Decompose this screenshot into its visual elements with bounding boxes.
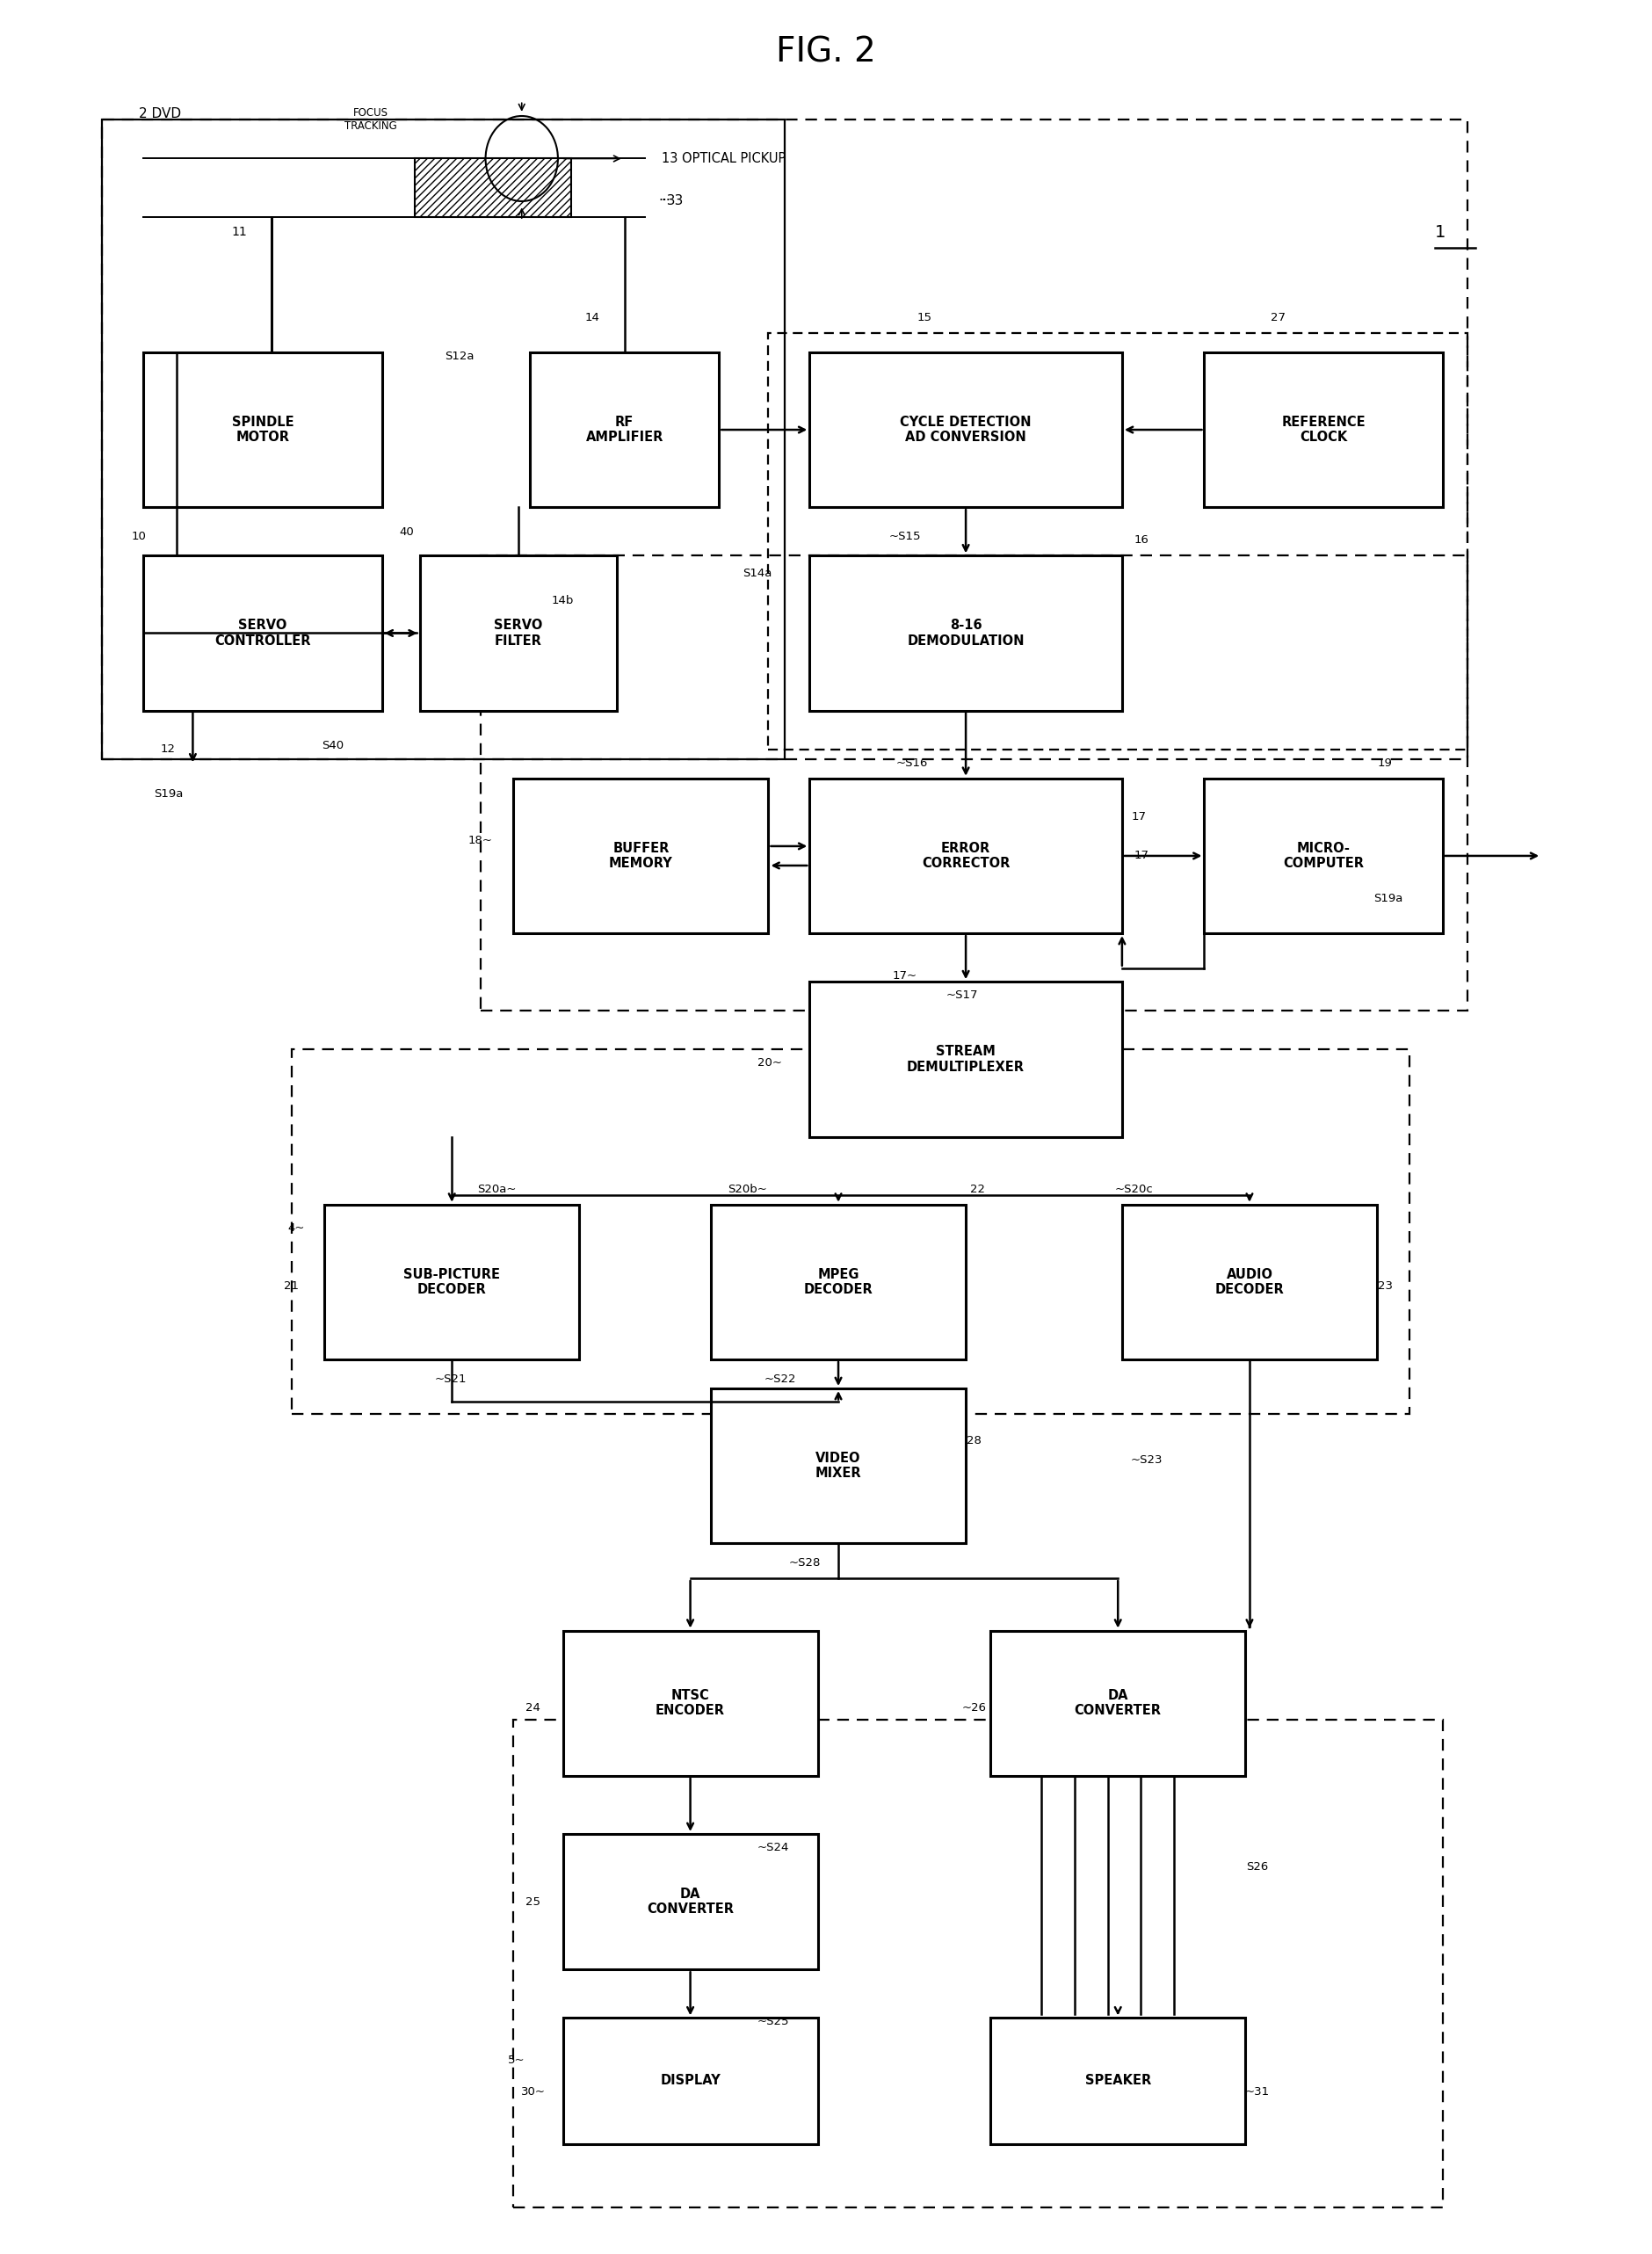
Text: 21: 21: [284, 1280, 299, 1292]
Text: ~S23: ~S23: [1130, 1454, 1163, 1465]
Text: NTSC
ENCODER: NTSC ENCODER: [656, 1688, 725, 1718]
Bar: [415, 158, 572, 216]
Text: 5~: 5~: [509, 2056, 525, 2067]
Text: 18~: 18~: [468, 834, 492, 845]
Bar: [563, 1630, 818, 1776]
Bar: [809, 557, 1122, 710]
Text: VIDEO
MIXER: VIDEO MIXER: [814, 1452, 861, 1481]
Bar: [514, 1720, 1442, 2207]
Text: 30~: 30~: [520, 2085, 545, 2096]
Text: ~S28: ~S28: [788, 1558, 821, 1569]
Bar: [324, 1204, 580, 1359]
Text: RF
AMPLIFIER: RF AMPLIFIER: [586, 415, 664, 444]
Text: ~S22: ~S22: [763, 1373, 796, 1384]
Text: DA
CONVERTER: DA CONVERTER: [1074, 1688, 1161, 1718]
Bar: [420, 557, 618, 710]
Bar: [710, 1204, 966, 1359]
Text: 14b: 14b: [552, 595, 573, 606]
Text: S19a: S19a: [154, 789, 183, 800]
Bar: [809, 778, 1122, 933]
Text: ~S16: ~S16: [895, 757, 927, 769]
Bar: [1204, 352, 1442, 507]
Bar: [991, 1630, 1246, 1776]
Bar: [102, 119, 1467, 760]
Text: ~26: ~26: [961, 1702, 986, 1713]
Text: S40: S40: [322, 739, 344, 751]
Bar: [563, 1835, 818, 1970]
Text: STREAM
DEMULTIPLEXER: STREAM DEMULTIPLEXER: [907, 1046, 1024, 1073]
Text: SPEAKER: SPEAKER: [1085, 2074, 1151, 2087]
Bar: [710, 1388, 966, 1544]
Text: ~S20c: ~S20c: [1115, 1183, 1153, 1195]
Text: ~31: ~31: [1244, 2085, 1269, 2096]
Bar: [1204, 778, 1442, 933]
Bar: [291, 1050, 1409, 1413]
Bar: [809, 352, 1122, 507]
Text: 17~: 17~: [892, 969, 917, 983]
Text: FOCUS
TRACKING: FOCUS TRACKING: [344, 108, 396, 133]
Text: 2 DVD: 2 DVD: [139, 108, 180, 122]
Text: MPEG
DECODER: MPEG DECODER: [805, 1267, 872, 1296]
Text: S12a: S12a: [444, 349, 474, 363]
Text: 14: 14: [585, 311, 600, 322]
Text: MICRO-
COMPUTER: MICRO- COMPUTER: [1284, 841, 1365, 870]
Text: DA
CONVERTER: DA CONVERTER: [648, 1887, 733, 1916]
Bar: [1122, 1204, 1378, 1359]
Text: ~S21: ~S21: [434, 1373, 468, 1384]
Text: AUDIO
DECODER: AUDIO DECODER: [1214, 1267, 1284, 1296]
Text: FIG. 2: FIG. 2: [776, 36, 876, 70]
Text: S26: S26: [1246, 1862, 1269, 1873]
Text: SPINDLE
MOTOR: SPINDLE MOTOR: [231, 415, 294, 444]
Bar: [144, 352, 382, 507]
Text: BUFFER
MEMORY: BUFFER MEMORY: [610, 841, 672, 870]
Text: S20b~: S20b~: [727, 1183, 767, 1195]
Text: ·· 3: ·· 3: [661, 194, 682, 207]
Text: DISPLAY: DISPLAY: [661, 2074, 720, 2087]
Text: 17: 17: [1135, 850, 1150, 861]
Text: ~S24: ~S24: [757, 1842, 790, 1853]
Text: 15: 15: [917, 311, 932, 322]
Text: CYCLE DETECTION
AD CONVERSION: CYCLE DETECTION AD CONVERSION: [900, 415, 1031, 444]
Bar: [768, 334, 1467, 748]
Text: 27: 27: [1270, 311, 1285, 322]
Text: 12: 12: [160, 744, 175, 755]
Bar: [481, 557, 1467, 1010]
Text: 13 OPTICAL PICKUP: 13 OPTICAL PICKUP: [661, 151, 786, 165]
Text: 24: 24: [525, 1702, 540, 1713]
Text: ERROR
CORRECTOR: ERROR CORRECTOR: [922, 841, 1009, 870]
Bar: [530, 352, 719, 507]
Bar: [514, 778, 768, 933]
Bar: [991, 2017, 1246, 2144]
Bar: [563, 2017, 818, 2144]
Text: S14a: S14a: [742, 568, 771, 579]
Text: SUB-PICTURE
DECODER: SUB-PICTURE DECODER: [403, 1267, 501, 1296]
Text: SERVO
CONTROLLER: SERVO CONTROLLER: [215, 620, 311, 647]
Bar: [809, 983, 1122, 1136]
Text: ~S25: ~S25: [757, 2015, 790, 2029]
Text: 19: 19: [1378, 757, 1393, 769]
Text: 22: 22: [970, 1183, 985, 1195]
Text: S19a: S19a: [1374, 893, 1403, 904]
Text: S20a~: S20a~: [477, 1183, 517, 1195]
Text: 20~: 20~: [758, 1057, 783, 1068]
Text: 4~: 4~: [287, 1222, 306, 1233]
Bar: [144, 557, 382, 710]
Text: 11: 11: [231, 225, 248, 239]
Text: 40: 40: [400, 527, 415, 539]
Text: 28: 28: [966, 1436, 981, 1447]
Text: 17: 17: [1132, 811, 1146, 823]
Text: 25: 25: [525, 1896, 540, 1907]
Bar: [102, 119, 785, 760]
Text: REFERENCE
CLOCK: REFERENCE CLOCK: [1282, 415, 1366, 444]
Text: 8-16
DEMODULATION: 8-16 DEMODULATION: [907, 620, 1024, 647]
Text: 16: 16: [1135, 534, 1150, 545]
Text: SERVO
FILTER: SERVO FILTER: [494, 620, 544, 647]
Text: ··3: ··3: [657, 194, 676, 207]
Text: 23: 23: [1378, 1280, 1393, 1292]
Text: ~S17: ~S17: [947, 990, 978, 1001]
Text: ~S15: ~S15: [889, 530, 920, 541]
Text: 1: 1: [1434, 223, 1446, 241]
Text: 10: 10: [131, 530, 145, 541]
